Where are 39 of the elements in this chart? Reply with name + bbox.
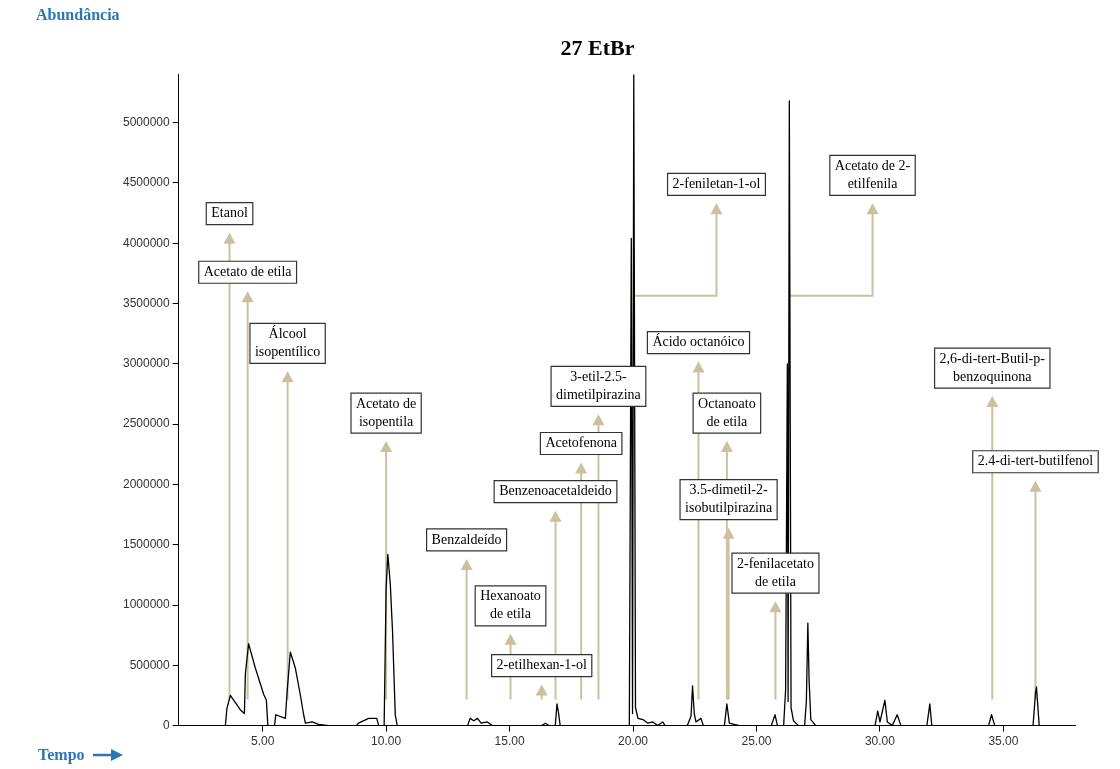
x-tick-label: 30.00 [864, 734, 896, 749]
y-tick-label: 3000000 [123, 356, 171, 371]
annotation: Hexanoato de etila [480, 588, 541, 622]
annotation: Acetato de etila [203, 263, 293, 279]
annotation: 2.4-di-tert-butilfenol [977, 453, 1094, 469]
annotation: 2-feniletan-1-ol [672, 176, 761, 192]
y-tick-label: 5000000 [123, 114, 171, 129]
x-tick-label: 15.00 [494, 734, 525, 749]
x-tick-label: 25.00 [741, 734, 772, 749]
y-tick-label: 4500000 [123, 175, 171, 190]
y-tick-label: 4000000 [123, 235, 171, 250]
y-tick-label: 1500000 [123, 537, 171, 552]
y-tick-label: 500000 [129, 657, 171, 672]
annotation: 3-etil-2.5- dimetilpirazina [556, 369, 642, 402]
annotation: Ácido octanóico [652, 333, 745, 350]
chart-title: 27 EtBr [560, 34, 635, 60]
x-tick-label: 20.00 [618, 734, 649, 749]
annotation: Etanol [211, 205, 248, 221]
annotation: 2-fenilacetato de etila [736, 555, 814, 589]
annotation: 2,6-di-tert-Butil-p- benzoquinona [939, 350, 1046, 384]
annotation: Acetato de isopentila [355, 395, 417, 429]
y-tick-label: 2500000 [123, 416, 171, 431]
x-tick-label: 35.00 [988, 734, 1019, 749]
y-tick-label: 2000000 [123, 476, 171, 491]
y-tick-label: 0 [163, 717, 171, 732]
annotation: 2-etilhexan-1-ol [496, 657, 587, 673]
annotation: Octanoato de etila [698, 395, 756, 429]
x-tick-label: 10.00 [371, 734, 402, 749]
y-axis-title: Abundância [36, 6, 120, 24]
annotation: Álcool isopentílico [254, 325, 321, 360]
y-tick-label: 3500000 [123, 295, 171, 310]
annotation: Acetofenona [545, 435, 618, 451]
y-tick-label: 1000000 [123, 597, 171, 612]
annotation: Benzaldeído [431, 531, 502, 547]
x-axis-title: Tempo [38, 746, 85, 764]
annotation: Acetato de 2- etilfenila [834, 158, 911, 192]
x-tick-label: 5.00 [250, 734, 275, 749]
annotation: Benzenoacetaldeido [499, 483, 612, 499]
annotation: 3.5-dimetil-2- isobutilpirazina [685, 482, 773, 516]
